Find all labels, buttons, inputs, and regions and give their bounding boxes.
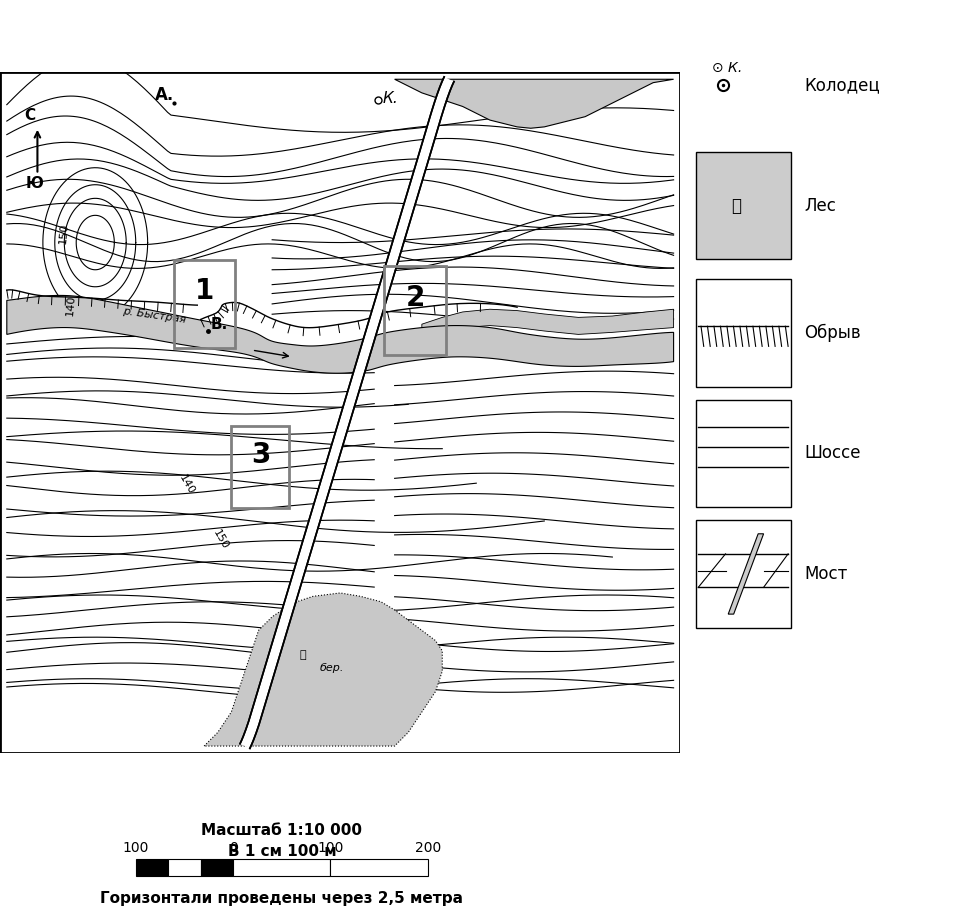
Text: 150: 150 <box>58 223 70 245</box>
Text: ⊙ К.: ⊙ К. <box>712 61 743 75</box>
Polygon shape <box>240 77 454 748</box>
Text: 1: 1 <box>195 277 214 305</box>
Text: В.: В. <box>211 317 228 332</box>
Polygon shape <box>728 534 764 614</box>
Text: Лес: Лес <box>805 197 836 215</box>
Text: Шоссе: Шоссе <box>805 445 861 462</box>
Text: 🌲: 🌲 <box>731 197 742 215</box>
Text: 140: 140 <box>64 294 77 316</box>
Bar <box>231 426 290 508</box>
Text: бер.: бер. <box>320 663 344 673</box>
Bar <box>168 859 201 876</box>
Bar <box>201 859 233 876</box>
Bar <box>136 859 168 876</box>
Text: Горизонтали проведены через 2,5 метра: Горизонтали проведены через 2,5 метра <box>100 891 464 906</box>
Text: 🌲: 🌲 <box>299 649 306 659</box>
Text: 100: 100 <box>317 841 344 855</box>
Polygon shape <box>422 309 674 337</box>
Bar <box>233 859 330 876</box>
Bar <box>696 400 791 507</box>
Text: А.: А. <box>156 85 174 104</box>
Text: р. Быстрая: р. Быстрая <box>122 306 188 325</box>
Bar <box>174 260 235 348</box>
Text: 0: 0 <box>228 841 238 855</box>
Bar <box>696 280 791 387</box>
Bar <box>696 521 791 627</box>
Text: Ю: Ю <box>26 176 44 191</box>
Text: 200: 200 <box>414 841 441 855</box>
Text: 2: 2 <box>406 284 425 312</box>
Text: Масштаб 1:10 000: Масштаб 1:10 000 <box>201 823 363 838</box>
Text: 3: 3 <box>252 441 271 469</box>
Text: 140: 140 <box>177 473 196 496</box>
Text: Обрыв: Обрыв <box>805 324 861 342</box>
Bar <box>696 152 791 260</box>
Text: Мост: Мост <box>805 565 848 583</box>
Text: Колодец: Колодец <box>805 76 881 94</box>
Text: К.: К. <box>382 91 399 106</box>
Polygon shape <box>204 593 442 746</box>
Text: С: С <box>24 108 35 123</box>
Polygon shape <box>395 79 674 128</box>
Text: 100: 100 <box>122 841 150 855</box>
Text: 150: 150 <box>211 527 230 551</box>
Text: В 1 см 100 м: В 1 см 100 м <box>227 844 336 858</box>
Polygon shape <box>7 295 674 373</box>
Bar <box>384 266 445 355</box>
Bar <box>330 859 428 876</box>
